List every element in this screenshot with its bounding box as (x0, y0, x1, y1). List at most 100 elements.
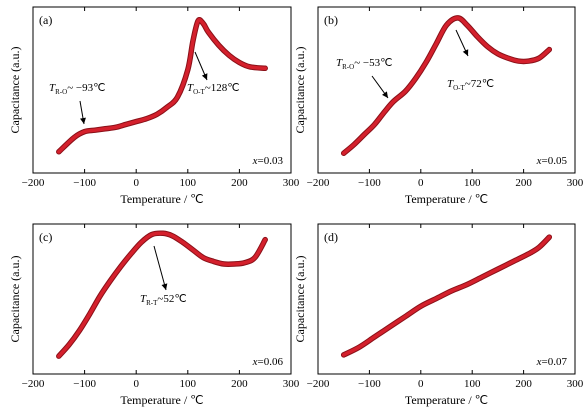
transition-annotation: TR-O~ −93℃ (49, 82, 105, 96)
data-point (263, 238, 267, 242)
data-point (496, 267, 500, 271)
data-point (403, 314, 407, 319)
data-point (242, 261, 247, 265)
data-point (113, 125, 118, 129)
y-axis-label: Capacitance (a.u.) (293, 47, 307, 134)
data-point (414, 76, 418, 80)
data-point (170, 234, 174, 238)
y-axis-label: Capacitance (a.u.) (8, 47, 22, 134)
x-tick-label: −100 (358, 378, 381, 390)
data-point (83, 130, 87, 134)
data-point (201, 256, 205, 260)
x-tick-label: 0 (133, 378, 139, 390)
x-axis-label: Temperature / ℃ (405, 192, 488, 206)
data-point (362, 132, 366, 137)
x-tick-label: 0 (418, 378, 424, 390)
y-axis-label: Capacitance (a.u.) (8, 256, 22, 343)
data-point (103, 127, 107, 131)
annotation-arrowhead (201, 73, 208, 80)
panel-label: (c) (39, 230, 52, 244)
x-tick-label: 200 (515, 378, 532, 390)
data-point (388, 325, 392, 329)
data-point (263, 66, 267, 70)
data-point (444, 23, 449, 27)
x-tick-label: 300 (567, 378, 583, 390)
x-axis-label: Temperature / ℃ (120, 192, 203, 206)
plot-frame (317, 6, 576, 174)
plot-frame (317, 223, 576, 375)
data-point (124, 122, 128, 127)
data-point (57, 150, 61, 154)
data-point (357, 345, 361, 349)
data-point (98, 294, 102, 298)
data-point (57, 354, 61, 358)
data-point (248, 65, 252, 69)
x-tick-label: 100 (464, 378, 481, 390)
composition-label: x=0.07 (536, 356, 568, 368)
panel-label: (a) (39, 13, 52, 27)
data-point (506, 56, 510, 60)
data-point (191, 248, 195, 252)
data-point (108, 279, 112, 283)
annotation-arrowhead (80, 117, 86, 124)
data-point (537, 56, 541, 60)
chart-panel-3: −200 −100 0 100 200 300 Temperature / ℃ Capacit… (8, 223, 300, 407)
data-point (547, 235, 551, 239)
data-point (342, 151, 346, 155)
transition-annotation: TO-T~128℃ (187, 82, 240, 96)
x-tick-label: 200 (515, 177, 532, 189)
data-point (537, 245, 541, 249)
x-axis-label: Temperature / ℃ (405, 393, 488, 407)
annotation-arrowhead (462, 49, 469, 56)
data-point (383, 109, 387, 114)
data-point (77, 328, 82, 333)
x-tick-label: −200 (22, 177, 45, 189)
data-point (186, 68, 190, 72)
data-point (465, 23, 469, 27)
data-point (222, 262, 226, 266)
data-point (227, 53, 231, 57)
composition-label: x=0.03 (252, 155, 284, 167)
x-tick-label: 0 (418, 177, 424, 189)
data-point (547, 47, 551, 52)
data-point (465, 282, 469, 287)
data-point (456, 16, 460, 20)
data-point (67, 343, 71, 347)
chart-panel-1: −200 −100 0 100 200 300 Temperature / ℃ Capacit… (8, 6, 300, 206)
data-point (217, 43, 221, 47)
data-point (119, 264, 123, 269)
data-point (419, 304, 423, 308)
data-point (155, 112, 159, 116)
transition-annotation: TR-T~52℃ (140, 293, 187, 307)
data-point (352, 143, 356, 147)
series-line (57, 18, 267, 154)
data-point (516, 59, 521, 63)
data-point (527, 252, 531, 256)
x-tick-label: 200 (231, 378, 248, 390)
data-point (88, 312, 92, 316)
data-point (237, 60, 241, 65)
annotation-arrow (153, 245, 167, 291)
data-point (134, 119, 138, 124)
x-tick-label: 200 (231, 177, 248, 189)
data-point (201, 22, 205, 26)
data-point (206, 30, 211, 34)
x-tick-label: 300 (567, 177, 583, 189)
x-tick-label: 100 (464, 177, 481, 189)
x-tick-label: −200 (307, 177, 330, 189)
x-tick-label: −100 (73, 378, 96, 390)
data-point (150, 232, 154, 237)
data-point (72, 135, 76, 139)
chart-panel-4: −200 −100 0 100 200 300 Temperature / ℃ Capacit… (293, 223, 583, 407)
annotation-arrowhead (382, 91, 388, 98)
data-point (486, 45, 490, 49)
composition-label: x=0.05 (536, 155, 568, 167)
data-point (232, 262, 236, 266)
data-point (450, 289, 454, 293)
data-point (496, 52, 500, 56)
data-point (181, 240, 185, 244)
x-tick-label: −200 (307, 378, 330, 390)
data-point (93, 128, 97, 132)
transition-annotation: TR-O~ −53℃ (336, 57, 392, 71)
data-point (253, 256, 257, 260)
